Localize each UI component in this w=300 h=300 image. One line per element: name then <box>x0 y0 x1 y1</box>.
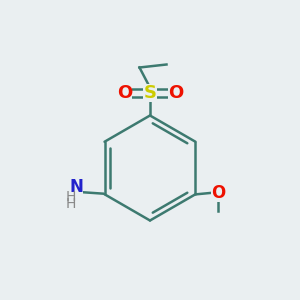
Text: O: O <box>117 84 132 102</box>
Text: N: N <box>69 178 83 196</box>
Text: O: O <box>168 84 183 102</box>
Text: O: O <box>211 184 225 202</box>
Text: H: H <box>66 197 76 211</box>
Text: H: H <box>66 190 76 204</box>
Text: S: S <box>143 84 157 102</box>
